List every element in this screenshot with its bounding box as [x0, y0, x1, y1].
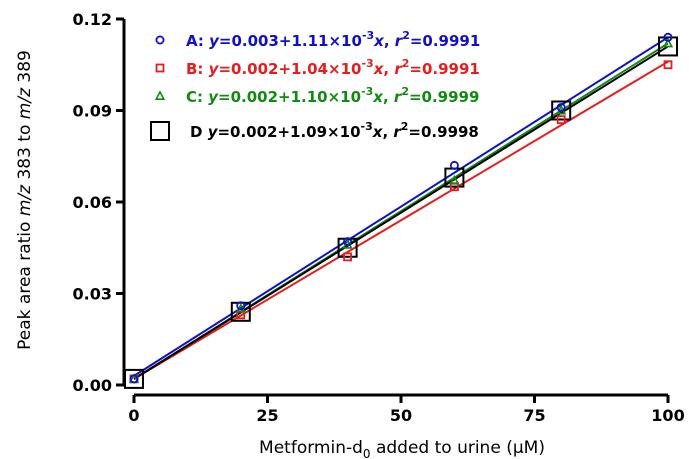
point-b: [343, 252, 353, 262]
point-d: [124, 368, 144, 389]
legend-marker-b: [155, 63, 165, 73]
y-tick-label: 0.12: [73, 10, 112, 29]
fit-lines: [133, 36, 669, 380]
point-c: [662, 37, 674, 48]
point-a: [663, 32, 673, 42]
fit-line-d: [133, 45, 669, 380]
y-tick-label: 0.00: [73, 376, 112, 395]
y-axis-title-mz: m/z: [15, 87, 35, 119]
x-tick-label: 75: [523, 406, 545, 425]
point-a: [129, 374, 139, 384]
y-axis-title-part: 383 to: [15, 119, 35, 185]
x-axis-title: Metformin-d0 added to urine (μM): [259, 438, 545, 459]
y-axis-title-mz: m/z: [15, 184, 35, 216]
legend: A: y=0.003+1.11×10-3x, r2=0.9991 B: y=0.0…: [150, 29, 480, 141]
point-a: [236, 301, 246, 311]
y-tick-label: 0.03: [73, 285, 112, 304]
fit-line-b: [133, 60, 669, 380]
point-b: [556, 115, 566, 125]
point-a: [556, 102, 566, 112]
legend-marker-c: [154, 90, 166, 100]
axes: 0.00 0.03 0.06 0.09 0.12 0 25 50 75 100: [73, 10, 685, 425]
point-a: [449, 160, 459, 170]
x-tick-label: 0: [128, 406, 139, 425]
legend-entry-d: D y=0.002+1.09×10-3x, r2=0.9998: [190, 120, 479, 141]
x-axis-title-main: Metformin-d: [259, 438, 363, 458]
y-axis-title: Peak area ratio m/z 383 to m/z 389: [15, 50, 35, 350]
fit-line-a: [133, 36, 669, 377]
point-b: [663, 60, 673, 70]
x-tick-label: 50: [390, 406, 412, 425]
x-axis-title-sub: 0: [363, 447, 371, 459]
y-axis-title-part: Peak area ratio: [15, 216, 35, 350]
point-a: [343, 237, 353, 247]
x-tick-label: 100: [651, 406, 684, 425]
x-axis-title-rest: added to urine (μM): [371, 438, 545, 458]
y-axis-title-part: 389: [15, 50, 35, 88]
legend-entry-c: C: y=0.002+1.10×10-3x, r2=0.9999: [186, 85, 479, 106]
point-d: [658, 36, 678, 57]
point-d: [551, 100, 572, 121]
y-tick-label: 0.06: [73, 193, 112, 212]
x-tick-label: 25: [256, 406, 278, 425]
point-c: [449, 174, 460, 185]
data-points: [124, 32, 678, 389]
legend-marker-d: [150, 121, 170, 141]
legend-marker-a: [155, 35, 165, 45]
legend-entry-b: B: y=0.002+1.04×10-3x, r2=0.9991: [186, 57, 480, 78]
y-tick-label: 0.09: [73, 102, 112, 121]
legend-entry-a: A: y=0.003+1.11×10-3x, r2=0.9991: [186, 29, 480, 50]
